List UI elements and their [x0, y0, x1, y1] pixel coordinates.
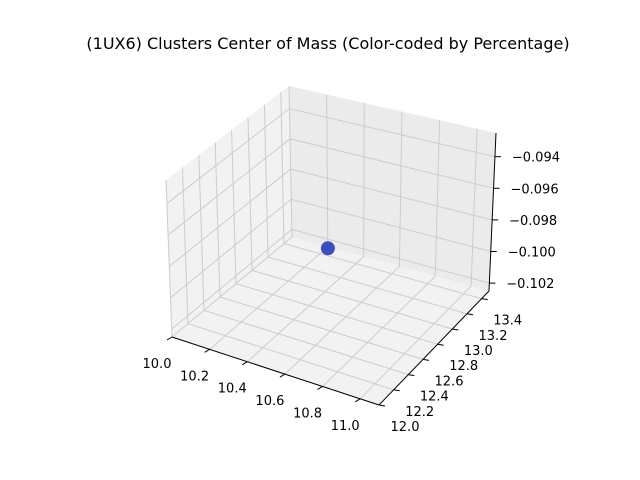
- x-axis-line: [171, 336, 380, 406]
- grid-line-y-7: [280, 92, 482, 300]
- x-tick-5: [354, 398, 361, 403]
- x-tick-label-0: 10.0: [143, 357, 172, 372]
- grid-line-z-3: [167, 138, 494, 236]
- x-tick-label-4: 10.8: [293, 406, 322, 421]
- y-tick-label-3: 12.6: [435, 374, 464, 389]
- y-tick-label-7: 13.4: [493, 314, 522, 329]
- grid-line-x-2: [246, 103, 365, 363]
- x-tick-label-1: 10.2: [180, 369, 209, 384]
- z-tick-label-2: −0.098: [509, 214, 557, 229]
- x-tick-0: [166, 336, 173, 341]
- y-tick-label-5: 13.0: [464, 344, 493, 359]
- grid-line-z-4: [166, 108, 496, 204]
- y-tick-label-2: 12.4: [420, 390, 449, 405]
- y-axis-line: [378, 290, 490, 406]
- grid-line-y-2: [198, 154, 409, 376]
- tick-labels: 10.0 10.2 10.4 10.6 10.8 11.0 12.012.212.412.6…: [143, 151, 560, 435]
- y-tick-3: [422, 358, 430, 361]
- grid-lines: [165, 85, 496, 406]
- y-tick-6: [466, 313, 474, 316]
- grid-line-x-5: [359, 128, 478, 400]
- grid-line-x-3: [284, 111, 403, 375]
- tick-marks: [166, 156, 501, 407]
- y-tick-label-4: 12.8: [449, 359, 478, 374]
- x-tick-label-5: 11.0: [331, 419, 360, 434]
- grid-line-y-6: [263, 104, 468, 315]
- y-tick-7: [481, 298, 488, 301]
- x-tick-label-3: 10.6: [255, 394, 284, 409]
- grid-line-y-5: [247, 117, 453, 330]
- grid-line-z-0: [171, 228, 490, 330]
- y-tick-label-1: 12.2: [405, 405, 434, 420]
- axis-lines: [171, 132, 497, 406]
- x-tick-2: [242, 361, 248, 366]
- z-tick-label-3: −0.096: [510, 182, 558, 197]
- y-tick-1: [393, 389, 400, 392]
- grid-line-y-1: [181, 167, 394, 391]
- z-tick-label-1: −0.100: [508, 246, 556, 261]
- data-points: [320, 241, 335, 256]
- grid-line-x-0: [171, 85, 293, 338]
- y-tick-label-0: 12.0: [391, 420, 420, 435]
- grid-line-y-3: [214, 142, 424, 360]
- data-point-0: [320, 241, 335, 256]
- z-axis-line: [488, 132, 497, 292]
- x-tick-3: [279, 373, 286, 378]
- z-tick-label-4: −0.094: [512, 151, 560, 166]
- pane-left: [166, 86, 292, 337]
- y-tick-2: [408, 374, 415, 377]
- grid-line-y-4: [231, 129, 438, 345]
- grid-line-z-1: [170, 198, 491, 299]
- x-tick-4: [317, 386, 323, 390]
- z-tick-label-0: −0.102: [506, 277, 554, 292]
- x-tick-1: [204, 348, 210, 353]
- y-tick-4: [437, 343, 444, 346]
- x-tick-label-2: 10.4: [218, 382, 247, 397]
- y-tick-5: [452, 328, 459, 331]
- grid-line-z-2: [168, 168, 493, 267]
- y-tick-label-6: 13.2: [479, 329, 508, 344]
- grid-line-x-4: [322, 120, 441, 387]
- y-tick-0: [378, 404, 386, 407]
- chart-title: (1UX6) Clusters Center of Mass (Color-co…: [86, 34, 569, 53]
